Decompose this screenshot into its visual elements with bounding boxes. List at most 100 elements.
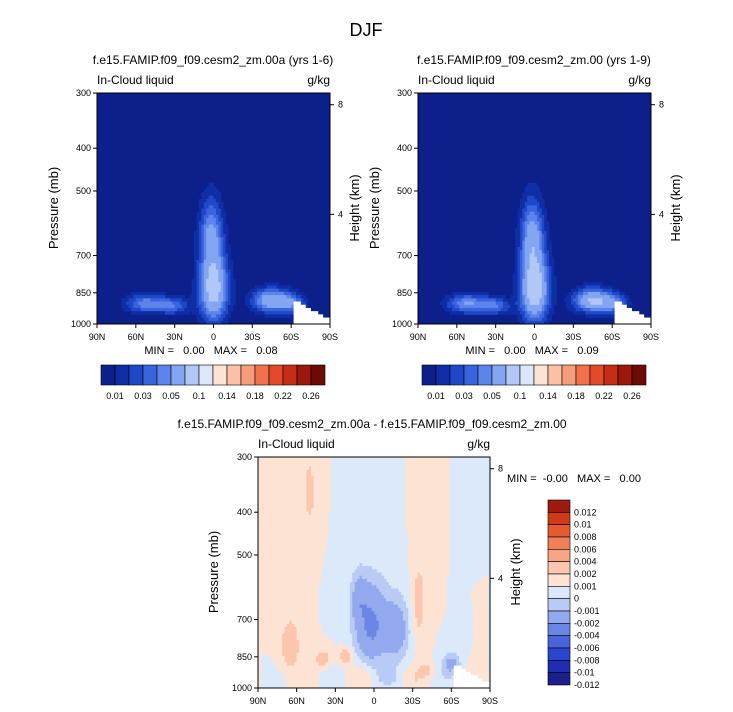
- contour-cell: [405, 489, 450, 493]
- contour-cell: [225, 275, 229, 280]
- contour-cell: [583, 282, 603, 286]
- contour-cell: [258, 585, 319, 589]
- contour-cell: [208, 295, 219, 299]
- contour-cell: [473, 643, 488, 647]
- contour-cell: [306, 498, 314, 503]
- contour-cell: [208, 214, 214, 219]
- contour-cell: [201, 298, 205, 302]
- contour-cell: [349, 623, 356, 628]
- contour-cell: [220, 211, 227, 216]
- contour-cell: [258, 588, 319, 593]
- panel-right-units-label: g/kg: [628, 73, 651, 87]
- contour-cell: [196, 304, 202, 309]
- panel-right-right-axis-label: Height (km): [668, 174, 683, 241]
- contour-cell: [206, 304, 222, 309]
- contour-cell: [410, 578, 416, 583]
- panel-diff-title: f.e15.FAMIP.f09_f09.cesm2_zm.00a - f.e15…: [177, 417, 566, 431]
- colorbar-swatch: [128, 364, 144, 386]
- contour-cell: [293, 320, 330, 324]
- contour-cell: [201, 250, 205, 254]
- contour-cell: [337, 643, 343, 647]
- contour-cell: [378, 620, 406, 625]
- contour-cell: [257, 298, 263, 302]
- contour-cell: [258, 575, 322, 580]
- contour-cell: [211, 263, 217, 267]
- contour-cell: [203, 288, 207, 293]
- contour-cell: [254, 295, 261, 299]
- contour-cell: [524, 301, 531, 306]
- contour-cell: [306, 505, 314, 509]
- contour-cell: [203, 259, 222, 264]
- contour-cell: [258, 646, 283, 650]
- contour-cell: [196, 227, 200, 232]
- contour-cell: [203, 298, 210, 302]
- contour-cell: [191, 311, 200, 315]
- contour-cell: [422, 614, 445, 618]
- contour-cell: [206, 288, 222, 293]
- contour-cell: [361, 649, 399, 654]
- contour-cell: [287, 623, 295, 628]
- contour-cell: [198, 285, 202, 290]
- contour-cell: [270, 655, 285, 660]
- contour-cell: [206, 234, 217, 238]
- contour-cell: [405, 463, 450, 468]
- contour-cell: [203, 218, 207, 222]
- contour-cell: [257, 307, 263, 312]
- contour-cell: [522, 266, 526, 270]
- contour-cell: [258, 649, 283, 654]
- contour-cell: [539, 243, 543, 248]
- contour-cell: [410, 662, 435, 666]
- contour-cell: [203, 272, 210, 277]
- contour-cell: [544, 272, 548, 277]
- contour-cell: [258, 457, 331, 461]
- contour-cell: [201, 195, 210, 200]
- contour-cell: [614, 295, 620, 299]
- contour-cell: [354, 585, 377, 589]
- contour-cell: [527, 214, 538, 219]
- contour-cell: [352, 639, 358, 644]
- contour-cell: [311, 508, 331, 512]
- contour-cell: [196, 301, 200, 306]
- contour-cell: [607, 291, 613, 296]
- contour-cell: [527, 195, 535, 200]
- contour-cell: [313, 476, 331, 480]
- contour-cell: [517, 250, 521, 254]
- contour-cell: [495, 301, 504, 306]
- colorbar-swatch: [547, 549, 571, 562]
- contour-cell: [311, 473, 331, 477]
- contour-cell: [524, 247, 533, 251]
- colorbar-swatch: [170, 364, 186, 386]
- contour-cell: [546, 230, 550, 235]
- contour-cell: [381, 591, 401, 596]
- contour-cell: [539, 237, 543, 241]
- contour-cell: [359, 646, 401, 650]
- contour-cell: [527, 182, 538, 187]
- contour-cell: [230, 279, 236, 283]
- contour-cell: [196, 279, 200, 283]
- contour-cell: [519, 301, 523, 306]
- contour-cell: [201, 269, 205, 274]
- contour-cell: [215, 221, 222, 225]
- contour-cell: [482, 575, 488, 580]
- colorbar-label: 0.001: [574, 581, 597, 591]
- contour-cell: [354, 588, 380, 593]
- contour-cell: [442, 298, 450, 302]
- colorbar-swatch: [198, 364, 214, 386]
- contour-cell: [364, 623, 380, 628]
- contour-cell: [522, 275, 526, 280]
- contour-cell: [519, 304, 526, 309]
- panel-left-x-ticks: 90N 60N 30N 0 30S 60S 90S: [89, 324, 338, 342]
- x-tick-label: 90N: [250, 696, 267, 706]
- contour-cell: [313, 485, 331, 490]
- contour-cell: [515, 243, 521, 248]
- contour-cell: [272, 659, 285, 663]
- contour-cell: [527, 205, 538, 209]
- contour-cell: [206, 314, 212, 318]
- contour-cell: [536, 259, 543, 264]
- contour-cell: [306, 485, 314, 490]
- contour-cell: [225, 269, 231, 274]
- contour-cell: [203, 282, 207, 286]
- contour-cell: [220, 256, 224, 261]
- contour-cell: [293, 301, 302, 306]
- contour-cell: [415, 604, 423, 609]
